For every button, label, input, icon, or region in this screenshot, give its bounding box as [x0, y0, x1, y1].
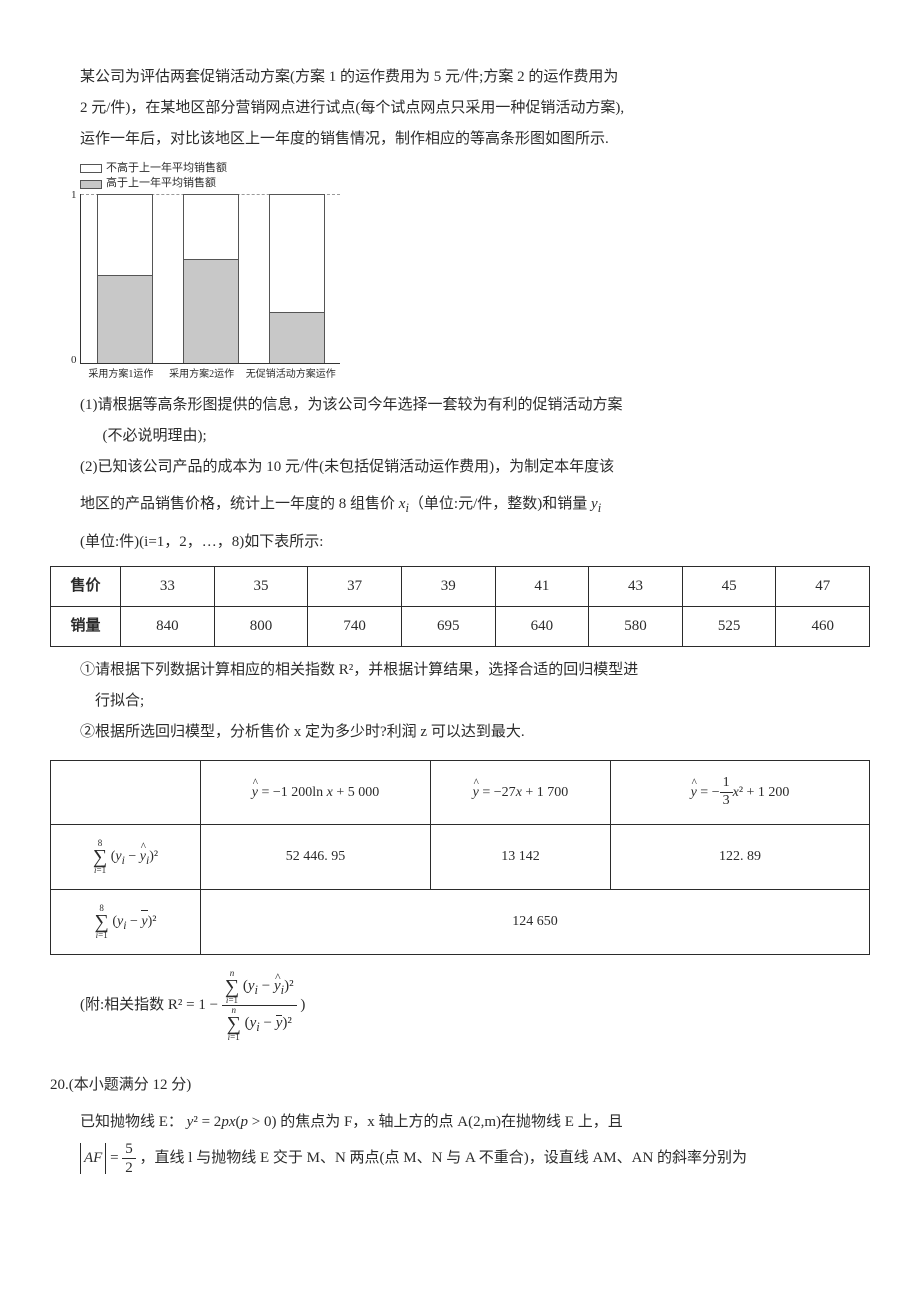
- footnote-frac-den: n∑i=1 (yi − y)²: [222, 1006, 297, 1042]
- table-cell: 销量: [51, 607, 121, 647]
- table-cell: 800: [214, 607, 308, 647]
- chart-legend: 不高于上一年平均销售额 高于上一年平均销售额: [80, 161, 870, 192]
- intro-line-1: 某公司为评估两套促销活动方案(方案 1 的运作费用为 5 元/件;方案 2 的运…: [50, 64, 870, 91]
- table-row: y = −1 200ln x + 5 000 y = −27x + 1 700 …: [51, 761, 870, 825]
- footnote-frac-num: n∑i=1 (yi − yi)²: [222, 969, 297, 1006]
- q20-line2: AF = 52 ，直线 l 与抛物线 E 交于 M、N 两点(点 M、N 与 A…: [50, 1140, 870, 1177]
- q2-line-2: 地区的产品销售价格，统计上一年度的 8 组售价 xi（单位:元/件，整数)和销量…: [50, 491, 870, 520]
- reg-row1-v3: 122. 89: [611, 824, 870, 889]
- table-header-cell: 35: [214, 567, 308, 607]
- table-header-cell: 39: [401, 567, 495, 607]
- q20-heading: 20.(本小题满分 12 分): [50, 1072, 870, 1099]
- legend-label-0: 不高于上一年平均销售额: [106, 161, 227, 176]
- table-cell: 740: [308, 607, 402, 647]
- table-header-cell: 33: [121, 567, 215, 607]
- xlabel-0: 采用方案1运作: [80, 366, 162, 384]
- q20-line1: 已知抛物线 E： y² = 2px(p > 0) 的焦点为 F，x 轴上方的点 …: [50, 1109, 870, 1136]
- reg-row2-value: 124 650: [201, 889, 870, 954]
- table-row: 8∑i=1 (yi − yi)² 52 446. 95 13 142 122. …: [51, 824, 870, 889]
- abs-af: AF: [80, 1143, 106, 1174]
- reg-model-2: y = −27x + 1 700: [431, 761, 611, 825]
- q1-line-1: (1)请根据等高条形图提供的信息，为该公司今年选择一套较为有利的促销活动方案: [50, 392, 870, 419]
- var-xi: xi: [399, 496, 409, 512]
- reg-header-blank: [51, 761, 201, 825]
- legend-label-1: 高于上一年平均销售额: [106, 176, 216, 191]
- bar-fill-0: [98, 275, 152, 362]
- bar-group-1: [183, 194, 239, 363]
- q20-eq1: y² = 2px(p > 0): [187, 1114, 277, 1130]
- bar-group-2: [269, 194, 325, 363]
- reg-row1-v2: 13 142: [431, 824, 611, 889]
- intro-line-2: 2 元/件)，在某地区部分营销网点进行试点(每个试点网点只采用一种促销活动方案)…: [50, 95, 870, 122]
- q2-line2-pre: 地区的产品销售价格，统计上一年度的 8 组售价: [80, 496, 399, 512]
- q20-line1-pre: 已知抛物线 E：: [80, 1114, 183, 1130]
- table-row: 售价3335373941434547: [51, 567, 870, 607]
- q2-line2-post: （单位:元/件，整数)和销量: [409, 496, 591, 512]
- table-row: 8∑i=1 (yi − y)² 124 650: [51, 889, 870, 954]
- bar-fill-2: [270, 312, 324, 362]
- table-header-cell: 售价: [51, 567, 121, 607]
- q1-line-2: (不必说明理由);: [50, 423, 870, 450]
- table-row: 销量840800740695640580525460: [51, 607, 870, 647]
- legend-swatch-1: [80, 180, 102, 189]
- var-yi: yi: [591, 496, 601, 512]
- equal-height-bar-chart: 不高于上一年平均销售额 高于上一年平均销售额 1 0 采用方案1运作采用方案2运…: [80, 161, 870, 384]
- subq1-line1: ①请根据下列数据计算相应的相关指数 R²，并根据计算结果，选择合适的回归模型进: [50, 657, 870, 684]
- subq1-line2: 行拟合;: [50, 688, 870, 715]
- table-header-cell: 47: [776, 567, 870, 607]
- reg-row1-v1: 52 446. 95: [201, 824, 431, 889]
- reg-row2-label: 8∑i=1 (yi − y)²: [51, 889, 201, 954]
- table-cell: 840: [121, 607, 215, 647]
- m3-den: 3: [720, 793, 733, 810]
- table-header-cell: 37: [308, 567, 402, 607]
- table-cell: 640: [495, 607, 589, 647]
- ytick-0: 0: [71, 351, 77, 371]
- reg-model-1: y = −1 200ln x + 5 000: [201, 761, 431, 825]
- q2-line-3: (单位:件)(i=1，2，…，8)如下表所示:: [50, 529, 870, 556]
- q20-line2-mid: ，直线 l 与抛物线 E 交于 M、N 两点(点 M、N 与 A 不重合)，设直…: [140, 1150, 748, 1166]
- table-cell: 695: [401, 607, 495, 647]
- q2-line-1: (2)已知该公司产品的成本为 10 元/件(未包括促销活动运作费用)，为制定本年…: [50, 454, 870, 481]
- q20-frac-num: 5: [122, 1140, 136, 1159]
- regression-table: y = −1 200ln x + 5 000 y = −27x + 1 700 …: [50, 760, 870, 955]
- chart-x-labels: 采用方案1运作采用方案2运作无促销活动方案运作: [80, 366, 340, 384]
- price-sales-table: 售价3335373941434547 销量8408007406956405805…: [50, 566, 870, 647]
- table-header-cell: 45: [682, 567, 776, 607]
- footnote-post: ): [300, 997, 305, 1013]
- table-cell: 525: [682, 607, 776, 647]
- bar-fill-1: [184, 259, 238, 363]
- q20-frac-den: 2: [122, 1159, 136, 1177]
- footnote-formula: (附:相关指数 R² = 1 − n∑i=1 (yi − yi)² n∑i=1 …: [50, 969, 870, 1042]
- q20-line1-mid: 的焦点为 F，x 轴上方的点 A(2,m)在抛物线 E 上，且: [280, 1114, 623, 1130]
- table-header-cell: 43: [589, 567, 683, 607]
- m3-num: 1: [720, 775, 733, 793]
- q2-line3-text: (单位:件)(i=1，2，…，8)如下表所示:: [80, 534, 323, 550]
- reg-model-3: y = −13x² + 1 200: [611, 761, 870, 825]
- xlabel-2: 无促销活动方案运作: [242, 366, 340, 384]
- af-label: AF: [84, 1150, 102, 1166]
- table-cell: 460: [776, 607, 870, 647]
- legend-swatch-0: [80, 164, 102, 173]
- reg-row1-label: 8∑i=1 (yi − yi)²: [51, 824, 201, 889]
- subq2: ②根据所选回归模型，分析售价 x 定为多少时?利润 z 可以达到最大.: [50, 719, 870, 746]
- table-header-cell: 41: [495, 567, 589, 607]
- intro-line-3: 运作一年后，对比该地区上一年度的销售情况，制作相应的等高条形图如图所示.: [50, 126, 870, 153]
- xlabel-1: 采用方案2运作: [162, 366, 242, 384]
- ytick-1: 1: [71, 186, 77, 206]
- table-cell: 580: [589, 607, 683, 647]
- bar-group-0: [97, 194, 153, 363]
- chart-plot-area: 1 0: [80, 194, 340, 364]
- footnote-pre: (附:相关指数 R² = 1 −: [80, 997, 222, 1013]
